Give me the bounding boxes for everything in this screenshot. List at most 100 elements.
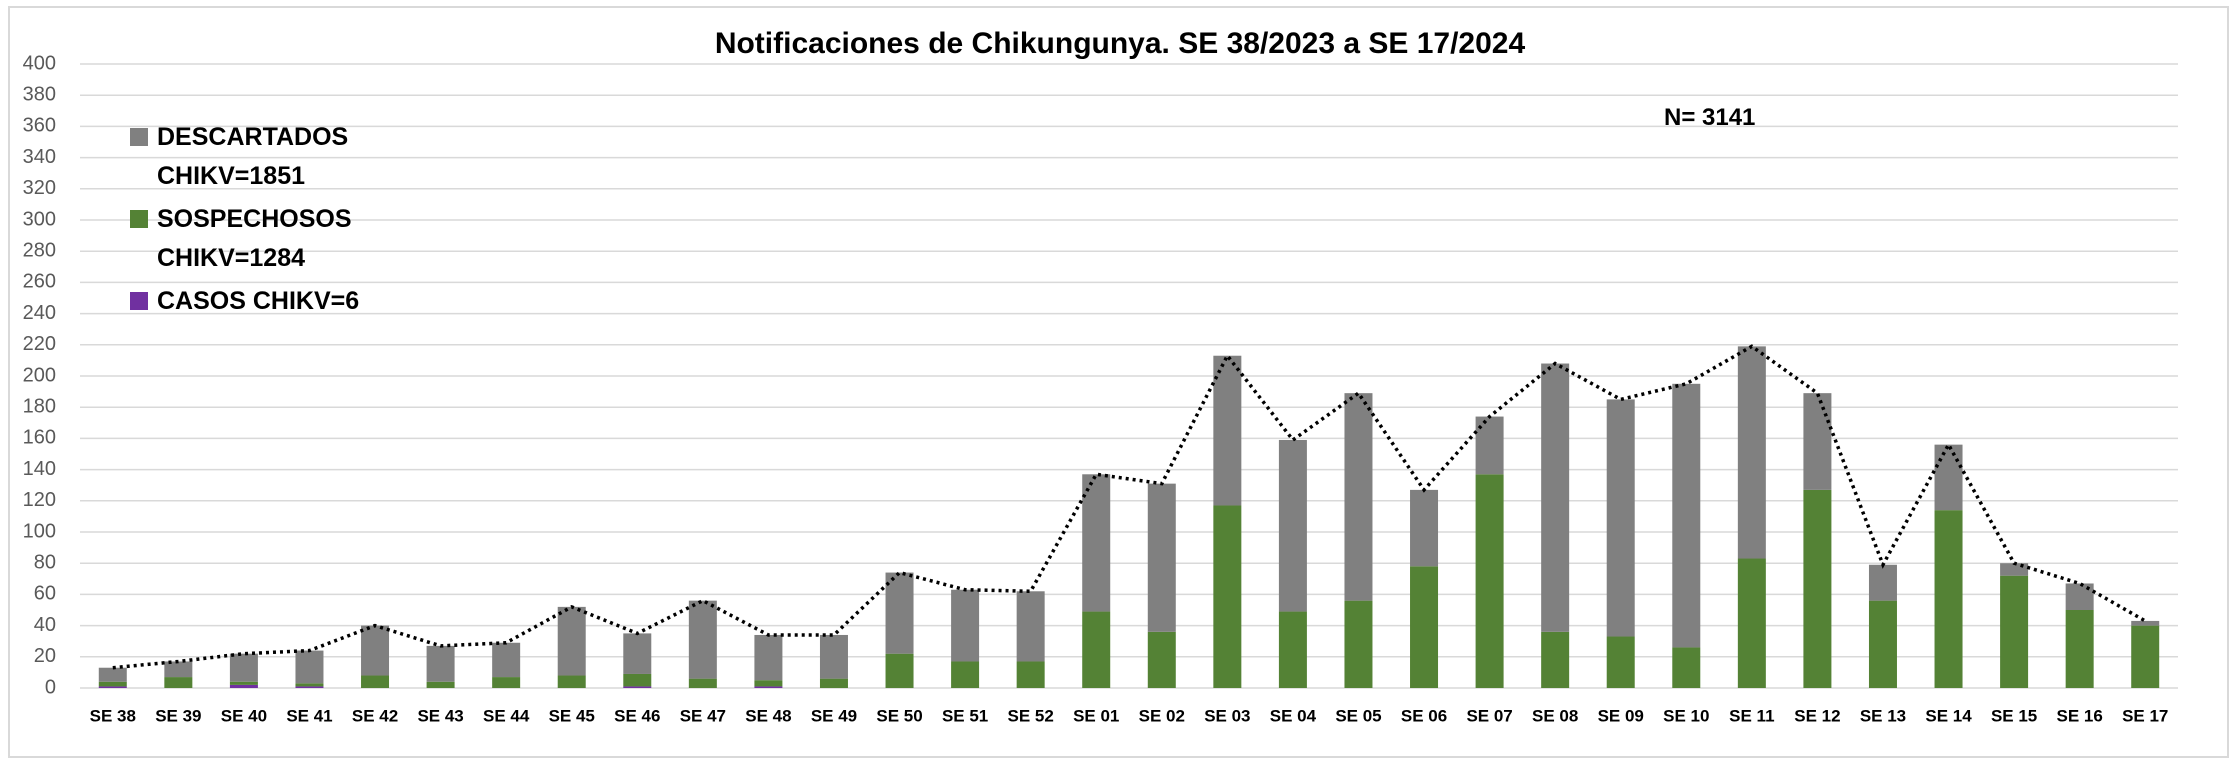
bar-segment xyxy=(98,667,127,682)
bar-segment xyxy=(1016,591,1045,662)
y-tick-label: 140 xyxy=(23,458,56,480)
legend-swatch xyxy=(130,128,148,146)
legend-item: SOSPECHOSOS CHIKV=1284 xyxy=(130,200,460,278)
bar-segment xyxy=(426,681,455,688)
x-tick-label: SE 41 xyxy=(286,706,332,725)
bar-segment xyxy=(623,633,652,674)
bar-segment xyxy=(1278,439,1307,612)
bar-segment xyxy=(1737,346,1766,559)
x-tick-label: SE 01 xyxy=(1073,706,1119,725)
bar-segment xyxy=(295,650,324,684)
x-tick-label: SE 05 xyxy=(1335,706,1381,725)
bar-segment xyxy=(1803,393,1832,490)
bar-segment xyxy=(2131,625,2160,688)
bar-segment xyxy=(1213,355,1242,506)
bar-segment xyxy=(98,686,127,688)
bar-segment xyxy=(2000,575,2029,688)
bar-segment xyxy=(492,677,521,688)
x-tick-label: SE 02 xyxy=(1139,706,1185,725)
y-tick-label: 220 xyxy=(23,333,56,355)
y-tick-label: 260 xyxy=(23,271,56,293)
y-tick-label: 160 xyxy=(23,427,56,449)
legend-label: SOSPECHOSOS CHIKV=1284 xyxy=(157,205,352,272)
bar-segment xyxy=(1868,564,1897,601)
bar-segment xyxy=(164,661,193,678)
bar-segment xyxy=(754,680,783,687)
bar-segment xyxy=(2000,563,2029,576)
x-tick-label: SE 52 xyxy=(1008,706,1054,725)
bar-segment xyxy=(2065,610,2094,688)
x-tick-label: SE 39 xyxy=(155,706,201,725)
bar-segment xyxy=(229,681,258,685)
bar-segment xyxy=(885,653,914,688)
y-tick-label: 0 xyxy=(45,676,56,698)
bar-segment xyxy=(361,675,390,688)
bar-segment xyxy=(98,681,127,687)
bar-segment xyxy=(426,645,455,682)
x-tick-label: SE 51 xyxy=(942,706,988,725)
y-tick-label: 200 xyxy=(23,364,56,386)
legend-item: CASOS CHIKV=6 xyxy=(130,282,460,321)
annotation: N= 3141 xyxy=(1664,104,1756,131)
bar-segment xyxy=(819,678,848,688)
x-tick-label: SE 13 xyxy=(1860,706,1906,725)
y-tick-label: 180 xyxy=(23,395,56,417)
bar-segment xyxy=(229,653,258,682)
legend: DESCARTADOS CHIKV=1851 SOSPECHOSOS CHIKV=… xyxy=(130,118,460,325)
x-tick-label: SE 46 xyxy=(614,706,660,725)
bar-segment xyxy=(557,675,586,688)
x-tick-label: SE 17 xyxy=(2122,706,2168,725)
x-tick-label: SE 15 xyxy=(1991,706,2037,725)
bar-segment xyxy=(295,686,324,688)
y-tick-label: 60 xyxy=(34,583,56,605)
bar-segment xyxy=(1344,393,1373,601)
bar-segment xyxy=(1475,474,1504,688)
bar-segment xyxy=(1606,399,1635,637)
bar-segment xyxy=(1672,383,1701,648)
y-tick-label: 20 xyxy=(34,645,56,667)
x-tick-label: SE 40 xyxy=(221,706,267,725)
y-tick-label: 240 xyxy=(23,302,56,324)
bar-segment xyxy=(754,686,783,688)
x-tick-label: SE 03 xyxy=(1204,706,1250,725)
bar-segment xyxy=(295,683,324,687)
bar-segment xyxy=(1082,611,1111,688)
bar-segment xyxy=(623,686,652,688)
x-tick-label: SE 16 xyxy=(2057,706,2103,725)
bar-segment xyxy=(1213,505,1242,688)
legend-label: CASOS CHIKV=6 xyxy=(157,287,360,315)
bar-segment xyxy=(361,625,390,676)
legend-label: DESCARTADOS CHIKV=1851 xyxy=(157,123,349,190)
bar-segment xyxy=(164,677,193,688)
x-tick-label: SE 42 xyxy=(352,706,398,725)
x-tick-label: SE 04 xyxy=(1270,706,1317,725)
bar-segment xyxy=(951,661,980,688)
chart-frame xyxy=(8,6,2229,758)
bar-segment xyxy=(819,634,848,679)
bar-segment xyxy=(1541,363,1570,632)
bar-segment xyxy=(2131,620,2160,626)
x-tick-label: SE 07 xyxy=(1466,706,1512,725)
y-tick-label: 100 xyxy=(23,520,56,542)
bar-segment xyxy=(1344,600,1373,688)
bar-segment xyxy=(1147,631,1176,688)
bar-segment xyxy=(1278,611,1307,688)
x-tick-label: SE 50 xyxy=(876,706,922,725)
bar-segment xyxy=(1410,566,1439,688)
x-tick-label: SE 14 xyxy=(1925,706,1972,725)
bar-segment xyxy=(1934,444,1963,511)
y-tick-label: 40 xyxy=(34,614,56,636)
total-trend-line xyxy=(112,344,2147,670)
legend-swatch xyxy=(130,210,148,228)
x-tick-label: SE 43 xyxy=(417,706,463,725)
bar-segment xyxy=(1737,558,1766,688)
y-tick-label: 80 xyxy=(34,551,56,573)
x-tick-label: SE 06 xyxy=(1401,706,1447,725)
bar-segment xyxy=(1016,661,1045,688)
bar-segment xyxy=(951,589,980,662)
bar-segment xyxy=(492,642,521,678)
x-tick-label: SE 38 xyxy=(90,706,136,725)
x-tick-label: SE 47 xyxy=(680,706,726,725)
x-tick-label: SE 48 xyxy=(745,706,791,725)
